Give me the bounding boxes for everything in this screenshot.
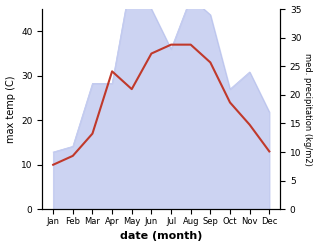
Y-axis label: med. precipitation (kg/m2): med. precipitation (kg/m2) <box>303 53 313 165</box>
X-axis label: date (month): date (month) <box>120 231 203 242</box>
Y-axis label: max temp (C): max temp (C) <box>5 75 16 143</box>
